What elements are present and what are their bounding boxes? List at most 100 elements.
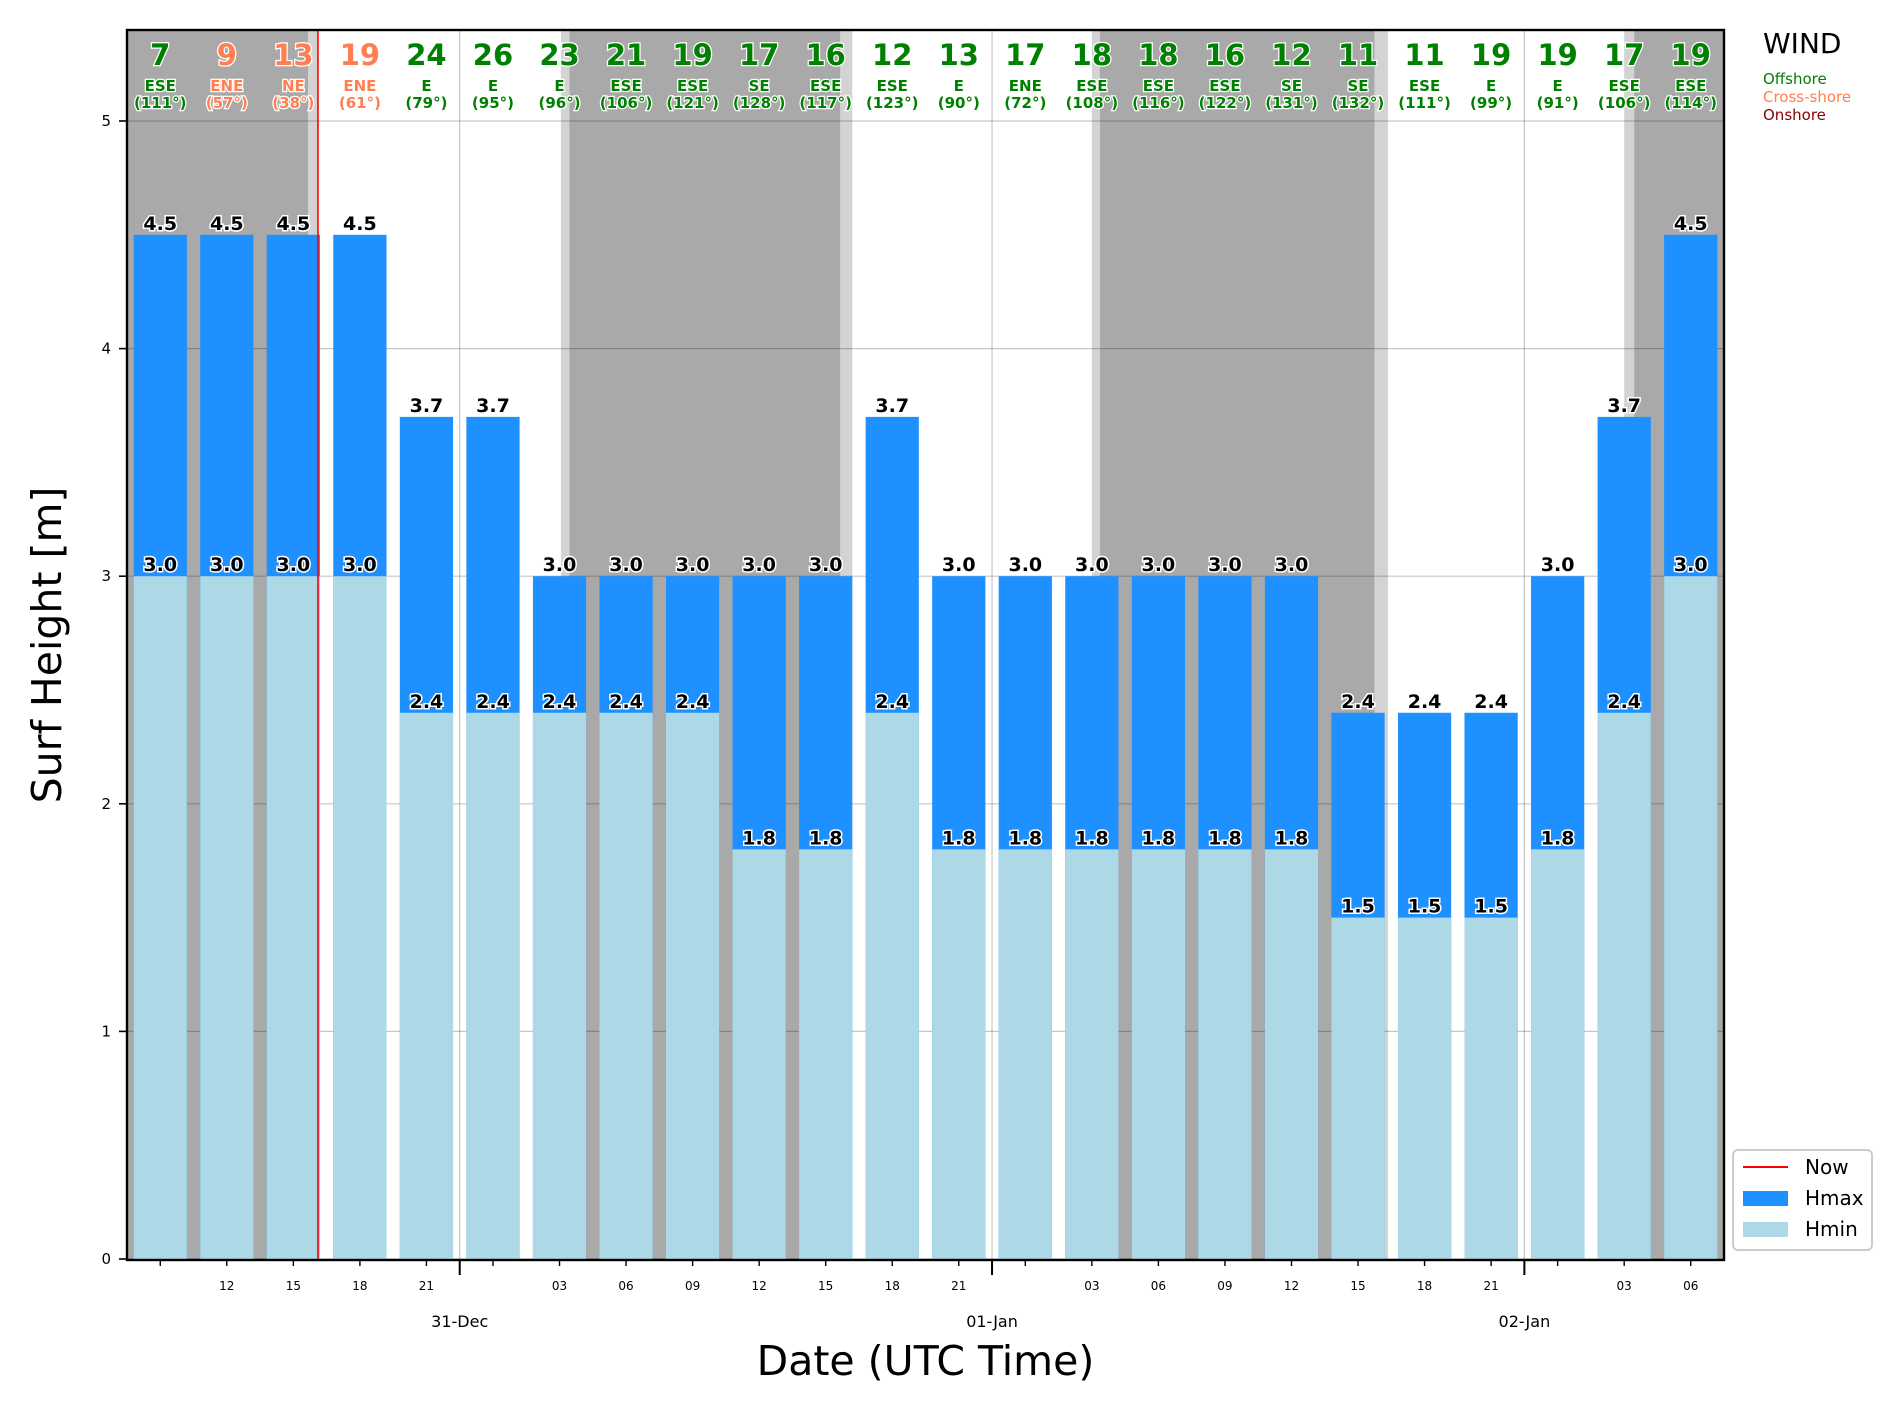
wind-degrees: (38°) (272, 94, 314, 112)
hmax-value-label: 3.0 (809, 554, 843, 576)
hmax-value-label: 2.4 (1341, 691, 1375, 713)
hmax-value-label: 3.0 (543, 554, 577, 576)
wind-degrees: (128°) (733, 94, 786, 112)
wind-direction: ESE (145, 77, 176, 95)
hmax-value-label: 3.0 (742, 554, 776, 576)
wind-degrees: (108°) (1066, 94, 1119, 112)
x-hour-label: 12 (1284, 1279, 1299, 1293)
wind-speed: 12 (872, 38, 912, 72)
x-hour-label: 15 (286, 1279, 301, 1293)
bar-hmin (799, 849, 853, 1259)
bar-hmin (1131, 849, 1186, 1259)
hmin-value-label: 2.4 (410, 691, 444, 713)
wind-direction: E (488, 77, 498, 95)
wind-degrees: (117°) (799, 94, 852, 112)
hmin-value-label: 1.8 (1275, 827, 1309, 849)
x-date-label: 02-Jan (1499, 1312, 1551, 1331)
x-hour-label: 18 (1417, 1279, 1432, 1293)
hmin-value-label: 1.8 (1541, 827, 1575, 849)
bar-hmin (865, 712, 919, 1259)
bar-hmin (1331, 917, 1385, 1259)
wind-category-label: Onshore (1763, 106, 1826, 124)
wind-speed: 16 (1205, 38, 1245, 72)
x-hour-label: 15 (1350, 1279, 1365, 1293)
wind-title: WIND (1763, 27, 1841, 60)
y-tick-label: 2 (101, 795, 111, 813)
bar-hmin (1198, 849, 1252, 1259)
x-hour-label: 21 (419, 1279, 434, 1293)
hmax-value-label: 3.0 (1208, 554, 1242, 576)
wind-speed: 12 (1271, 38, 1311, 72)
x-hour-label: 21 (1483, 1279, 1498, 1293)
bar-hmin (399, 712, 454, 1259)
hmin-value-label: 1.8 (1208, 827, 1242, 849)
bar-hmin (599, 712, 653, 1259)
x-hour-label: 18 (885, 1279, 900, 1293)
grid-layer (127, 30, 1724, 1260)
wind-direction: ESE (610, 77, 641, 95)
hmax-value-label: 4.5 (1674, 213, 1708, 235)
wind-direction: ENE (343, 77, 376, 95)
hmax-value-label: 3.0 (1075, 554, 1109, 576)
hmin-value-label: 1.8 (942, 827, 976, 849)
y-tick-label: 0 (101, 1250, 111, 1268)
x-hour-label: 21 (951, 1279, 966, 1293)
wind-degrees: (131°) (1265, 94, 1318, 112)
wind-direction: ENE (1009, 77, 1042, 95)
hmin-value-label: 1.8 (809, 827, 843, 849)
wind-speed: 11 (1404, 38, 1444, 72)
bar-hmin (1397, 917, 1452, 1259)
bar-hmin (133, 576, 187, 1259)
wind-speed: 13 (939, 38, 979, 72)
value-labels-layer: 4.5 3.0 4.5 3.0 4.5 3.0 4.5 3.0 3.7 2.4 3.7 2.4 3.0 2… (142, 211, 1709, 919)
hmin-value-label: 2.4 (543, 691, 577, 713)
hmax-value-label: 4.5 (343, 213, 377, 235)
wind-speed: 11 (1338, 38, 1378, 72)
wind-degrees: (132°) (1332, 94, 1385, 112)
wind-direction: ESE (1609, 77, 1640, 95)
x-axis-title: Date (UTC Time) (757, 1337, 1095, 1385)
x-hour-label: 03 (552, 1279, 567, 1293)
hmax-value-label: 3.0 (1142, 554, 1176, 576)
wind-degrees: (99°) (1470, 94, 1512, 112)
wind-direction: E (1486, 77, 1496, 95)
wind-degrees: (106°) (600, 94, 653, 112)
y-axis-title: Surf Height [m] (23, 487, 71, 804)
x-hour-label: 03 (1617, 1279, 1632, 1293)
bar-hmin (466, 712, 520, 1259)
bar-hmin (998, 849, 1052, 1259)
x-hour-label: 06 (1683, 1279, 1698, 1293)
y-tick-label: 4 (101, 340, 111, 358)
hmax-value-label: 3.7 (476, 395, 510, 417)
wind-category-label: Cross-shore (1763, 88, 1851, 106)
x-date-label: 01-Jan (966, 1312, 1018, 1331)
wind-degrees: (91°) (1537, 94, 1579, 112)
wind-degrees: (122°) (1199, 94, 1252, 112)
wind-speed: 17 (1604, 38, 1644, 72)
hmin-value-label: 1.5 (1341, 896, 1375, 918)
hmin-value-label: 1.5 (1474, 896, 1508, 918)
wind-speed: 19 (672, 38, 712, 72)
hmax-value-label: 4.5 (210, 213, 244, 235)
wind-category-label: Offshore (1763, 70, 1827, 88)
x-date-label: 31-Dec (431, 1312, 488, 1331)
wind-direction: ESE (1209, 77, 1240, 95)
bar-hmin (1531, 849, 1585, 1259)
hmin-value-label: 3.0 (277, 554, 311, 576)
hmax-value-label: 3.0 (1541, 554, 1575, 576)
legend-label: Hmin (1805, 1217, 1858, 1241)
hmax-value-label: 3.0 (676, 554, 710, 576)
hmax-value-label: 3.0 (609, 554, 643, 576)
wind-speed: 19 (1671, 38, 1711, 72)
wind-speed: 24 (406, 38, 446, 72)
wind-degrees: (106°) (1598, 94, 1651, 112)
hmin-value-label: 2.4 (676, 691, 710, 713)
wind-direction: ESE (677, 77, 708, 95)
hmax-value-label: 3.7 (410, 395, 444, 417)
wind-direction: ESE (1076, 77, 1107, 95)
x-hour-label: 18 (352, 1279, 367, 1293)
wind-degrees: (95°) (472, 94, 514, 112)
hmin-value-label: 2.4 (609, 691, 643, 713)
wind-degrees: (114°) (1664, 94, 1717, 112)
